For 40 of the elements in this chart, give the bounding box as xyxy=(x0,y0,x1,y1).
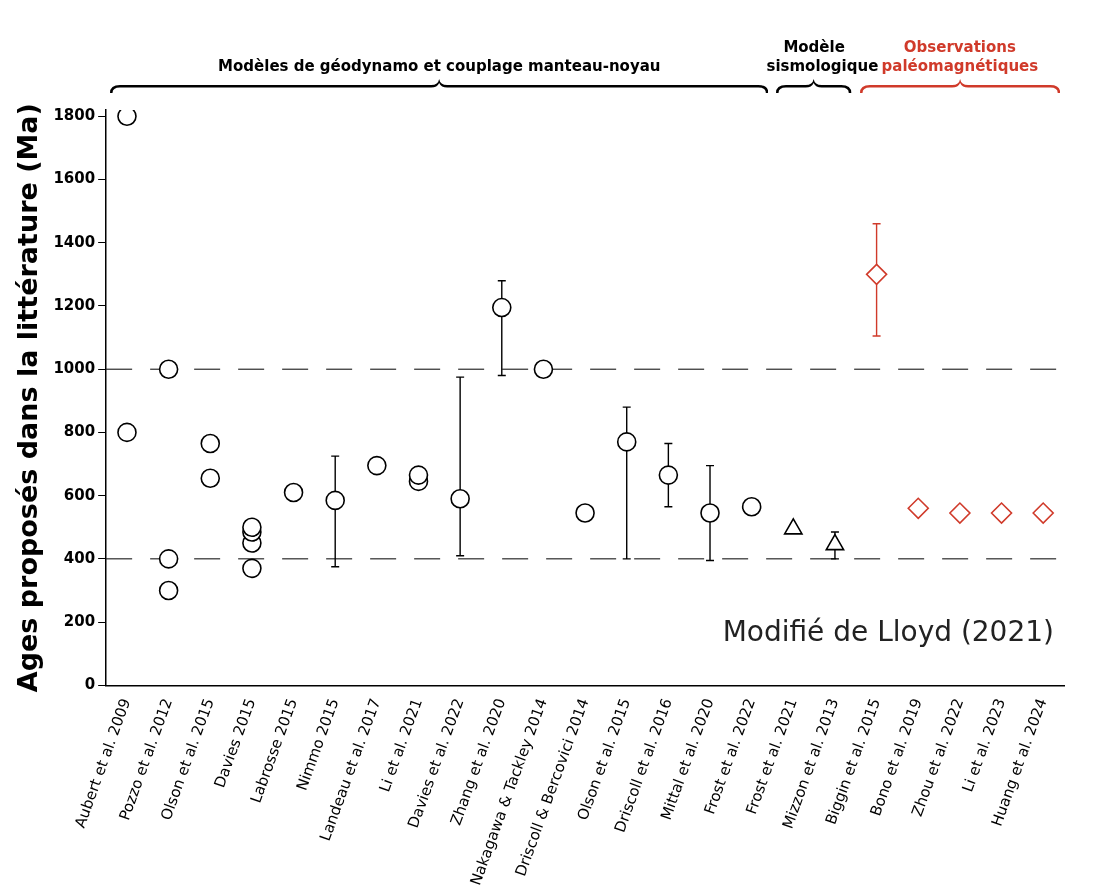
y-tick-label: 400 xyxy=(63,548,96,567)
y-tick-label: 1600 xyxy=(53,169,96,188)
point xyxy=(741,496,762,517)
point xyxy=(575,503,595,523)
point xyxy=(283,482,304,503)
point xyxy=(1032,502,1054,524)
point xyxy=(242,517,262,538)
y-axis-title: Ages proposés dans la littérature (Ma) xyxy=(12,103,44,693)
point xyxy=(491,297,512,318)
text: Modèle sismologique xyxy=(766,38,879,76)
point xyxy=(242,558,262,579)
point xyxy=(990,502,1013,524)
point xyxy=(616,432,637,452)
point xyxy=(158,549,179,569)
point xyxy=(367,455,387,476)
point xyxy=(200,433,221,454)
y-tick-label: 600 xyxy=(63,485,96,504)
point xyxy=(450,489,470,509)
y-tick-label: 800 xyxy=(63,422,96,441)
point xyxy=(658,465,679,485)
point xyxy=(949,502,971,524)
y-tick-label: 1000 xyxy=(53,359,96,378)
point xyxy=(907,497,930,520)
text: Observations paléomagnétiques xyxy=(881,38,1039,75)
y-tick-label: 200 xyxy=(63,611,96,630)
point xyxy=(408,465,429,485)
y-tick-label: 1200 xyxy=(53,295,96,314)
point xyxy=(158,359,179,379)
point xyxy=(117,422,137,443)
y-tick-label: 1400 xyxy=(53,232,96,251)
point xyxy=(865,263,888,286)
y-tick-label: 0 xyxy=(84,675,96,694)
point xyxy=(158,580,179,601)
point xyxy=(533,359,554,379)
y-tick-label: 1800 xyxy=(53,106,96,125)
text: Modèles de géodynamo et couplage manteau-noyau xyxy=(218,57,661,75)
point xyxy=(700,503,720,523)
point xyxy=(200,468,221,489)
point xyxy=(325,490,345,511)
annotation: Modifié de Lloyd (2021) xyxy=(722,614,1054,648)
